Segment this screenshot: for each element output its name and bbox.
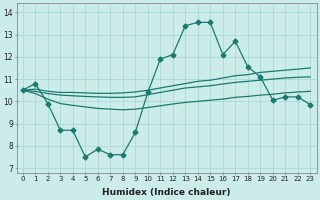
X-axis label: Humidex (Indice chaleur): Humidex (Indice chaleur)	[102, 188, 231, 197]
